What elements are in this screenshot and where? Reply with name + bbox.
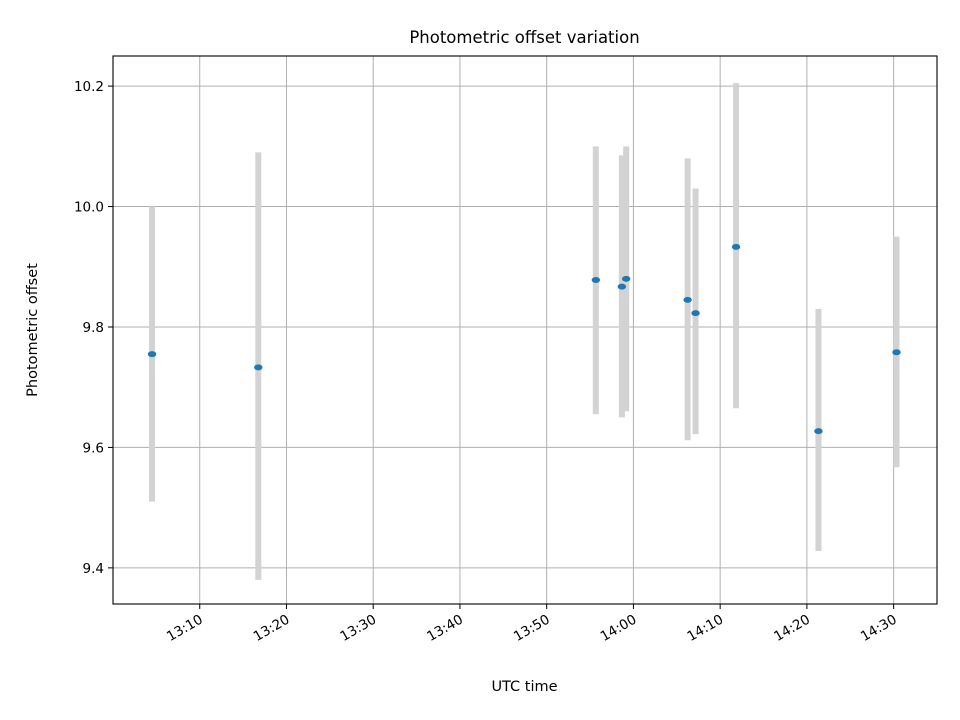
y-tick-label: 9.8 <box>83 320 104 336</box>
data-point <box>621 275 631 282</box>
data-point <box>147 351 157 358</box>
x-tick-label: 13:20 <box>251 612 293 645</box>
x-axis-label: UTC time <box>491 679 557 695</box>
x-tick-label: 14:20 <box>771 612 813 645</box>
y-axis-label: Photometric offset <box>25 263 41 397</box>
data-point <box>814 428 823 435</box>
x-tick-label: 14:30 <box>858 612 900 645</box>
data-point <box>254 364 263 371</box>
x-tick-label: 14:10 <box>684 612 726 645</box>
data-point <box>683 296 692 303</box>
y-tick-label: 10.0 <box>74 200 104 216</box>
data-point <box>591 277 601 284</box>
x-tick-label: 13:50 <box>511 612 553 645</box>
y-tick-label: 10.2 <box>74 79 104 95</box>
data-point <box>691 310 700 317</box>
x-tick-label: 13:40 <box>424 612 466 645</box>
x-tick-label: 14:00 <box>598 612 640 645</box>
y-tick-label: 9.4 <box>83 561 104 577</box>
x-tick-label: 13:30 <box>338 612 380 645</box>
data-point <box>731 243 741 250</box>
x-tick-label: 13:10 <box>164 612 206 645</box>
plot-frame <box>112 55 938 605</box>
chart-title: Photometric offset variation <box>409 28 639 47</box>
data-point <box>617 283 627 290</box>
data-point <box>892 349 901 356</box>
y-tick-label: 9.6 <box>83 440 104 456</box>
